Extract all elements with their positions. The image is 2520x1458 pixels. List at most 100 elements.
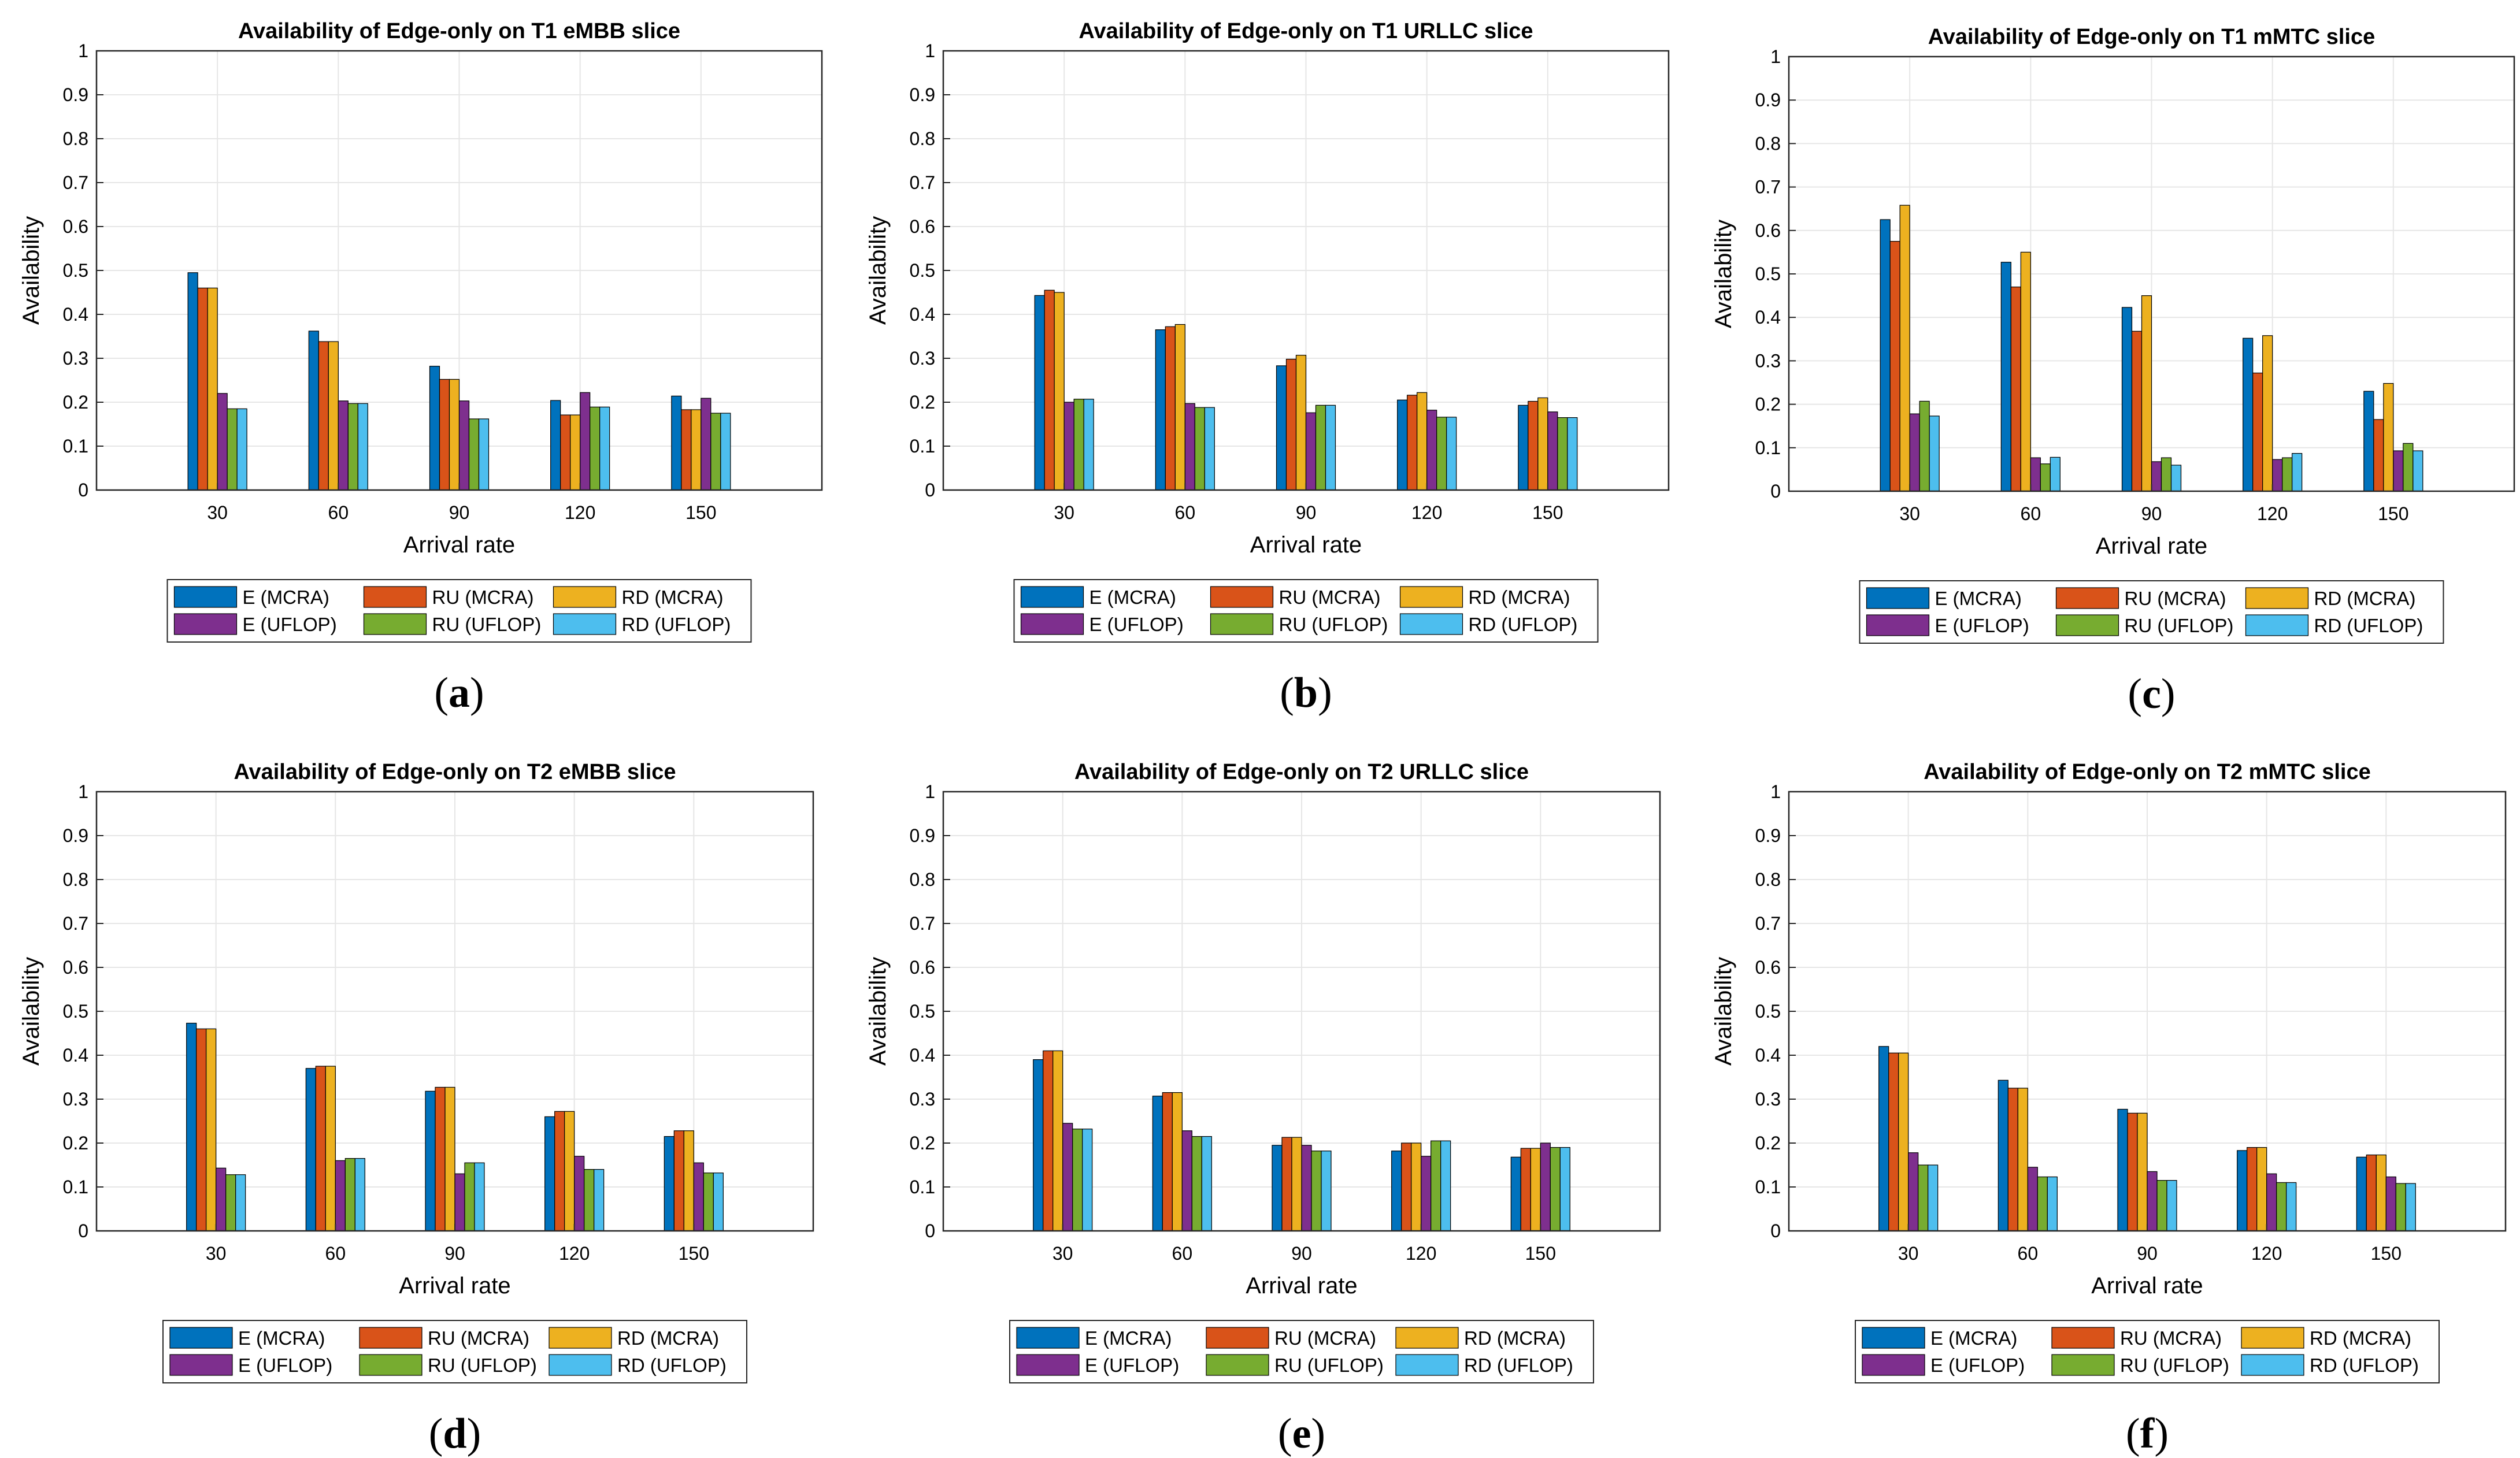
legend-swatch [2241, 1327, 2304, 1349]
bar-ru-uflop-60 [2040, 463, 2051, 492]
legend-swatch [1399, 613, 1463, 635]
bar-e-uflop-90 [454, 1173, 465, 1231]
legend-label: RU (MCRA) [2120, 1327, 2222, 1349]
bar-rd-mcra-30 [1054, 292, 1065, 491]
legend: E (MCRA) RU (MCRA) RD (MCRA) E (UFLOP) RU (U… [1855, 1320, 2440, 1383]
bar-e-mcra-90 [425, 1090, 436, 1231]
bar-ru-uflop-150 [1550, 1147, 1561, 1231]
legend-box [166, 579, 752, 643]
legend-label: RD (UFLOP) [1469, 614, 1578, 635]
legend-label: E (UFLOP) [1089, 614, 1184, 635]
legend-swatch [553, 613, 617, 635]
bar-rd-uflop-60 [2050, 457, 2061, 492]
legend-label: E (MCRA) [1085, 1327, 1172, 1349]
bar-e-mcra-120 [2237, 1150, 2248, 1231]
x-tick-label: 90 [2141, 503, 2162, 524]
panel-d: 0 0.1 0.2 0.3 0.4 0.5 0.6 0.7 0.8 0.9 1 30 60 90 120 15… [18, 760, 814, 1457]
bar-rd-mcra-90 [2137, 1112, 2148, 1231]
legend-swatch [1862, 1354, 1925, 1376]
bar-rd-mcra-150 [1537, 397, 1548, 491]
bar-ru-mcra-90 [1281, 1137, 1292, 1231]
bar-rd-uflop-60 [2047, 1176, 2058, 1231]
bar-ru-mcra-150 [1528, 400, 1539, 491]
bar-e-mcra-90 [2121, 307, 2133, 492]
bar-rd-mcra-60 [2017, 1088, 2028, 1231]
y-tick-label: 0.9 [63, 825, 88, 846]
bar-e-mcra-30 [1878, 1046, 1889, 1231]
bar-ru-uflop-120 [1436, 417, 1447, 491]
legend-label: E (MCRA) [1935, 588, 2022, 609]
bar-e-mcra-60 [308, 331, 319, 491]
bar-rd-mcra-120 [570, 414, 581, 491]
x-tick-label: 120 [559, 1243, 590, 1264]
bar-ru-mcra-150 [2373, 419, 2384, 492]
x-tick-label: 120 [2257, 503, 2288, 524]
legend-label: E (MCRA) [243, 587, 329, 608]
legend: E (MCRA) RU (MCRA) RD (MCRA) E (UFLOP) RU (U… [1859, 580, 2444, 644]
y-tick-label: 0.6 [910, 957, 935, 978]
bar-e-mcra-90 [1276, 365, 1287, 491]
y-tick-label: 0.3 [910, 348, 935, 369]
bar-ru-uflop-60 [2037, 1176, 2048, 1231]
y-tick-label: 0.1 [1755, 437, 1781, 458]
bar-e-uflop-60 [1181, 1130, 1192, 1231]
panel-caption: (d) [429, 1410, 481, 1457]
legend: E (MCRA) RU (MCRA) RD (MCRA) E (UFLOP) RU (U… [162, 1320, 747, 1383]
y-tick-label: 0.1 [63, 436, 88, 457]
bar-rd-mcra-60 [1174, 324, 1185, 491]
bar-e-mcra-150 [664, 1136, 675, 1231]
legend-label: E (UFLOP) [1935, 615, 2029, 636]
y-axis-label: Availability [865, 216, 891, 325]
bar-e-mcra-120 [1391, 1151, 1402, 1231]
x-axis-label: Arrival rate [1246, 1273, 1357, 1299]
y-tick-label: 1 [78, 781, 88, 802]
bar-ru-mcra-30 [1888, 1052, 1899, 1231]
legend-label: RD (UFLOP) [2310, 1355, 2419, 1376]
chart-title: Availability of Edge-only on T1 URLLC sl… [1079, 19, 1533, 43]
y-tick-label: 0.2 [1755, 394, 1781, 415]
bar-e-uflop-90 [2147, 1171, 2158, 1231]
y-tick-label: 0.9 [910, 84, 935, 105]
legend-swatch [1395, 1354, 1459, 1376]
bar-e-mcra-150 [2363, 391, 2374, 492]
panel-caption: (e) [1278, 1410, 1325, 1457]
bar-rd-uflop-150 [713, 1173, 724, 1231]
bar-rd-mcra-150 [691, 409, 702, 491]
bar-rd-uflop-150 [720, 413, 731, 491]
legend-label: RU (UFLOP) [428, 1355, 537, 1376]
bar-e-uflop-120 [2266, 1173, 2277, 1231]
bar-e-uflop-30 [216, 1167, 227, 1231]
bar-e-uflop-30 [217, 393, 228, 491]
bar-rd-mcra-60 [328, 341, 339, 491]
bar-rd-uflop-30 [1082, 1129, 1093, 1231]
legend-label: E (UFLOP) [1930, 1355, 2025, 1376]
bar-ru-uflop-30 [1072, 1129, 1083, 1231]
bar-e-mcra-60 [1152, 1096, 1163, 1231]
bar-ru-mcra-120 [1401, 1142, 1412, 1231]
bar-e-mcra-30 [1034, 295, 1045, 491]
legend-swatch [359, 1327, 423, 1349]
bar-e-uflop-120 [580, 392, 591, 491]
bar-e-uflop-30 [1909, 413, 1920, 492]
bar-ru-mcra-120 [2247, 1147, 2258, 1231]
legend-swatch [169, 1327, 233, 1349]
legend-swatch [1399, 586, 1463, 608]
y-axis-label: Availability [18, 216, 44, 325]
bar-ru-uflop-60 [347, 403, 358, 491]
legend-label: RD (UFLOP) [1464, 1355, 1573, 1376]
y-tick-label: 0.4 [1755, 1045, 1781, 1066]
y-axis-label: Availability [865, 957, 891, 1066]
y-tick-label: 0.2 [910, 1133, 935, 1153]
y-tick-label: 0.2 [63, 1133, 88, 1153]
legend-label: RD (UFLOP) [617, 1355, 727, 1376]
x-tick-label: 30 [1054, 502, 1074, 523]
bar-e-uflop-150 [1540, 1142, 1551, 1231]
y-tick-label: 0.4 [63, 1045, 88, 1066]
y-tick-label: 0.8 [63, 869, 88, 890]
bar-ru-mcra-60 [318, 341, 329, 491]
legend-swatch [1866, 587, 1930, 609]
bar-rd-uflop-150 [2412, 450, 2423, 492]
legend-box [1009, 1320, 1594, 1383]
legend-swatch [2055, 614, 2119, 636]
panel-c: 0 0.1 0.2 0.3 0.4 0.5 0.6 0.7 0.8 0.9 1 30 60 90 120 15… [1711, 25, 2515, 718]
